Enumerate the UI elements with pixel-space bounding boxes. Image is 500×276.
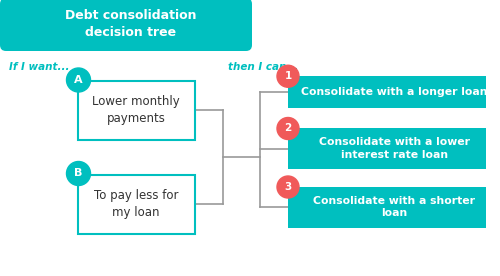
Text: Consolidate with a longer loan: Consolidate with a longer loan	[301, 87, 488, 97]
Circle shape	[277, 118, 299, 139]
FancyBboxPatch shape	[288, 76, 486, 108]
FancyBboxPatch shape	[78, 81, 195, 140]
Text: Lower monthly
payments: Lower monthly payments	[92, 95, 180, 126]
Text: If I want...: If I want...	[9, 62, 70, 72]
Text: A: A	[74, 75, 83, 85]
Circle shape	[277, 65, 299, 87]
FancyBboxPatch shape	[288, 128, 486, 169]
Text: B: B	[74, 169, 82, 179]
Circle shape	[66, 161, 90, 185]
Text: Consolidate with a lower
interest rate loan: Consolidate with a lower interest rate l…	[319, 137, 470, 160]
Text: 3: 3	[284, 182, 292, 192]
Text: Consolidate with a shorter
loan: Consolidate with a shorter loan	[314, 196, 476, 218]
Text: To pay less for
my loan: To pay less for my loan	[94, 189, 178, 219]
FancyBboxPatch shape	[288, 187, 486, 227]
Circle shape	[66, 68, 90, 92]
Circle shape	[277, 176, 299, 198]
Text: then I can...: then I can...	[228, 62, 298, 72]
FancyBboxPatch shape	[78, 174, 195, 233]
Text: 1: 1	[284, 71, 292, 81]
FancyBboxPatch shape	[0, 0, 252, 51]
Text: Debt consolidation
decision tree: Debt consolidation decision tree	[65, 9, 197, 39]
Text: 2: 2	[284, 123, 292, 134]
